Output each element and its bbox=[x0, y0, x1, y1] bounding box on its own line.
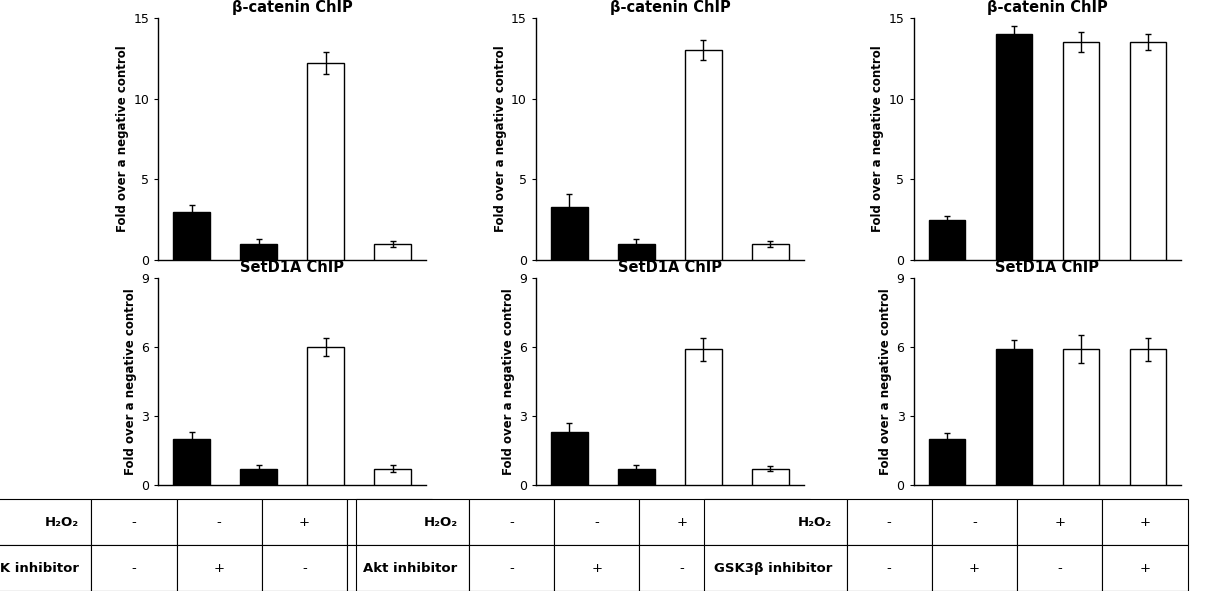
Y-axis label: Fold over a negative control: Fold over a negative control bbox=[879, 288, 893, 475]
Y-axis label: Fold over a negative control: Fold over a negative control bbox=[116, 46, 129, 232]
Bar bbox=[995, 34, 1033, 260]
Bar bbox=[374, 469, 412, 485]
Bar bbox=[551, 207, 588, 260]
Bar bbox=[752, 244, 789, 260]
Title: β-catenin ChIP: β-catenin ChIP bbox=[987, 0, 1108, 15]
Bar bbox=[307, 63, 345, 260]
Bar bbox=[173, 212, 211, 260]
Bar bbox=[173, 439, 211, 485]
Title: SetD1A ChIP: SetD1A ChIP bbox=[240, 260, 345, 275]
Bar bbox=[928, 220, 966, 260]
Bar bbox=[618, 244, 655, 260]
Y-axis label: Fold over a negative control: Fold over a negative control bbox=[502, 288, 515, 475]
Title: β-catenin ChIP: β-catenin ChIP bbox=[231, 0, 353, 15]
Bar bbox=[374, 244, 412, 260]
Bar bbox=[240, 469, 278, 485]
Title: SetD1A ChIP: SetD1A ChIP bbox=[995, 260, 1100, 275]
Bar bbox=[307, 347, 345, 485]
Title: β-catenin ChIP: β-catenin ChIP bbox=[609, 0, 731, 15]
Y-axis label: Fold over a negative control: Fold over a negative control bbox=[871, 46, 884, 232]
Y-axis label: Fold over a negative control: Fold over a negative control bbox=[124, 288, 138, 475]
Title: SetD1A ChIP: SetD1A ChIP bbox=[618, 260, 722, 275]
Bar bbox=[1062, 349, 1100, 485]
Bar bbox=[1129, 349, 1167, 485]
Bar bbox=[685, 349, 722, 485]
Bar bbox=[1129, 42, 1167, 260]
Bar bbox=[618, 469, 655, 485]
Bar bbox=[551, 432, 588, 485]
Bar bbox=[752, 469, 789, 485]
Bar bbox=[928, 439, 966, 485]
Bar bbox=[685, 50, 722, 260]
Bar bbox=[1062, 42, 1100, 260]
Bar bbox=[995, 349, 1033, 485]
Y-axis label: Fold over a negative control: Fold over a negative control bbox=[493, 46, 507, 232]
Bar bbox=[240, 244, 278, 260]
